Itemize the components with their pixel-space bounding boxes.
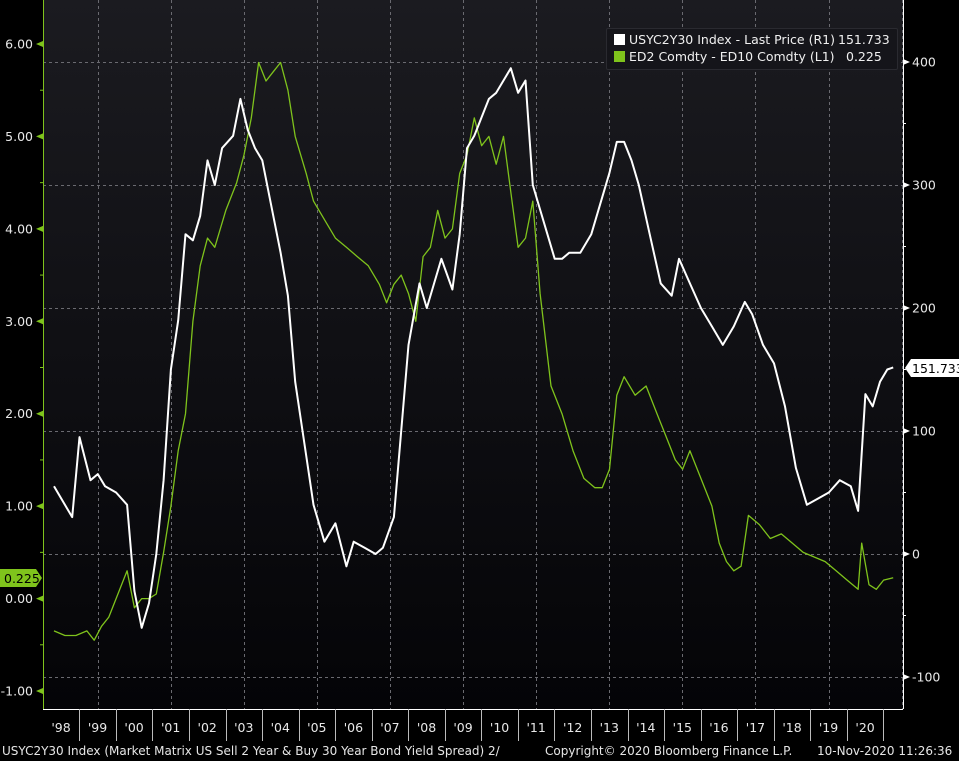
series-layer xyxy=(53,61,894,641)
legend-value: 0.225 xyxy=(846,49,882,64)
x-axis-tick-label: '01 xyxy=(161,720,180,735)
chart: 6.00 5.00 4.00 3.00 2.00 1.00 0.00 -1.00 400 300… xyxy=(0,0,959,741)
footer-copyright: Copyright© 2020 Bloomberg Finance L.P. xyxy=(545,744,793,758)
left-axis-tick-label: 1.00 xyxy=(5,499,33,514)
legend-value: 151.733 xyxy=(838,32,890,47)
footer-timestamp: 10-Nov-2020 11:26:36 xyxy=(817,744,953,758)
x-axis-tick-label: '05 xyxy=(307,720,326,735)
legend-swatch-white xyxy=(614,34,625,45)
plot-area xyxy=(43,0,903,709)
right-axis-tick-label: 400 xyxy=(912,55,936,70)
x-axis-tick-label: '15 xyxy=(673,720,692,735)
right-axis-tick-label: 100 xyxy=(912,424,936,439)
footer-description: USYC2Y30 Index (Market Matrix US Sell 2 … xyxy=(2,744,500,758)
legend-label: USYC2Y30 Index - Last Price (R1) xyxy=(629,32,835,47)
x-axis-tick-label: '17 xyxy=(746,720,765,735)
right-last-value: 151.733 xyxy=(912,361,959,376)
x-axis-tick-label: '04 xyxy=(271,720,290,735)
right-axis-tick-label: -100 xyxy=(912,670,940,685)
legend-item-usyc2y30: USYC2Y30 Index - Last Price (R1) 151.733 xyxy=(614,32,890,48)
x-axis-tick-label: '00 xyxy=(124,720,143,735)
left-last-value-marker: 0.225 xyxy=(0,569,42,587)
x-axis-tick-label: '09 xyxy=(453,720,472,735)
left-axis-tick-label: -1.00 xyxy=(1,684,33,699)
x-axis-tick-label: '18 xyxy=(782,720,801,735)
left-last-value: 0.225 xyxy=(4,571,40,586)
right-axis-tick-label: 200 xyxy=(912,301,936,316)
right-axis-tick-label: 300 xyxy=(912,178,936,193)
x-axis-tick-label: '14 xyxy=(636,720,655,735)
left-axis-tick-label: 2.00 xyxy=(5,406,33,421)
right-axis: 400 300 200 100 0 -100 xyxy=(903,55,940,685)
legend-label: ED2 Comdty - ED10 Comdty (L1) xyxy=(629,49,835,64)
x-axis-tick-label: '20 xyxy=(855,720,874,735)
x-axis-tick-label: '12 xyxy=(563,720,582,735)
x-axis-tick-label: '11 xyxy=(526,720,545,735)
series-usyc2y30-line xyxy=(53,67,894,629)
x-axis-tick-label: '13 xyxy=(600,720,619,735)
right-last-value-marker: 151.733 xyxy=(905,359,959,377)
series-ed2-ed10-line xyxy=(53,61,894,641)
x-axis-tick-label: '98 xyxy=(51,720,70,735)
left-axis-tick-label: 3.00 xyxy=(5,314,33,329)
left-axis-tick-label: 6.00 xyxy=(5,37,33,52)
left-axis-tick-label: 5.00 xyxy=(5,129,33,144)
legend-item-ed2-ed10: ED2 Comdty - ED10 Comdty (L1) 0.225 xyxy=(614,49,882,65)
x-axis-tick-label: '99 xyxy=(88,720,107,735)
left-axis-tick-label: 0.00 xyxy=(5,591,33,606)
right-axis-tick-label: 0 xyxy=(912,547,920,562)
x-axis-tick-label: '02 xyxy=(198,720,217,735)
x-axis-tick-label: '19 xyxy=(819,720,838,735)
x-axis: '98 '99 '00 '01 '02 '03 '04 '05 '06 '07 '08 '09 '10 '… xyxy=(51,709,884,741)
x-axis-tick-label: '03 xyxy=(234,720,253,735)
x-axis-tick-label: '07 xyxy=(380,720,399,735)
x-axis-tick-label: '06 xyxy=(344,720,363,735)
legend: USYC2Y30 Index - Last Price (R1) 151.733… xyxy=(606,28,898,70)
left-axis-tick-label: 4.00 xyxy=(5,221,33,236)
x-axis-tick-label: '16 xyxy=(709,720,728,735)
left-axis: 6.00 5.00 4.00 3.00 2.00 1.00 0.00 -1.00 xyxy=(1,37,43,699)
footer: USYC2Y30 Index (Market Matrix US Sell 2 … xyxy=(0,743,959,761)
x-axis-tick-label: '08 xyxy=(417,720,436,735)
legend-swatch-green xyxy=(614,51,625,62)
x-axis-tick-label: '10 xyxy=(490,720,509,735)
